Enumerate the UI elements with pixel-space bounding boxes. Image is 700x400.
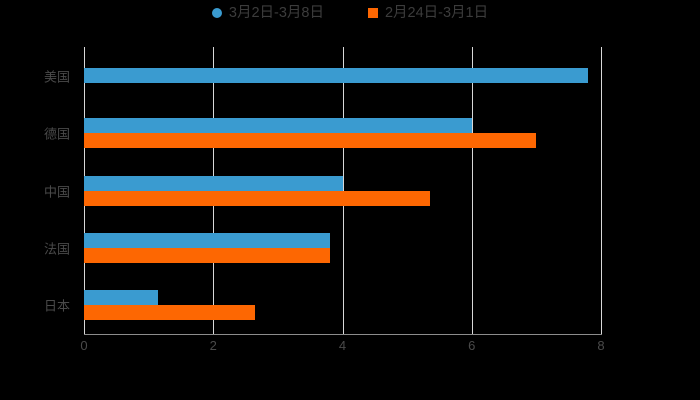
x-axis-tick-labels: 0 2 4 6 8: [80, 338, 605, 360]
y-axis-category-label: 日本: [43, 298, 70, 314]
bar[interactable]: [84, 118, 472, 134]
y-axis-labels: 美国德国中国法国日本: [0, 47, 78, 334]
bar[interactable]: [84, 175, 343, 191]
x-axis-line: [84, 334, 602, 335]
bar[interactable]: [84, 232, 330, 248]
bar[interactable]: [84, 68, 589, 84]
x-axis-tick-label: 6: [468, 338, 476, 353]
legend-label-series-1: 2月24日-3月1日: [384, 5, 489, 21]
bar[interactable]: [84, 247, 330, 263]
y-axis-category-label: 法国: [43, 241, 70, 257]
legend-label-series-0: 3月2日-3月8日: [228, 5, 324, 21]
legend-item-series-0[interactable]: 3月2日-3月8日: [211, 5, 324, 21]
bar[interactable]: [84, 305, 256, 321]
bar[interactable]: [84, 190, 430, 206]
legend-circle-marker-icon: [211, 8, 222, 19]
x-axis-tick-label: 8: [597, 338, 605, 353]
legend-item-series-1[interactable]: 2月24日-3月1日: [367, 5, 489, 21]
y-axis-category-label: 美国: [43, 69, 70, 85]
bar[interactable]: [84, 290, 159, 306]
gridline-x-8: [601, 47, 602, 334]
bar[interactable]: [84, 133, 537, 149]
x-axis-tick-label: 2: [209, 338, 217, 353]
x-axis-tick-label: 4: [338, 338, 347, 353]
plot-area: [84, 47, 602, 334]
gridline-x-6: [471, 47, 473, 334]
chart-legend: 3月2日-3月8日 2月24日-3月1日: [0, 6, 700, 21]
y-axis-category-label: 中国: [43, 184, 70, 199]
y-axis-category-label: 德国: [43, 126, 70, 142]
legend-square-marker-icon: [367, 8, 378, 19]
x-axis-tick-label: 0: [80, 338, 88, 353]
